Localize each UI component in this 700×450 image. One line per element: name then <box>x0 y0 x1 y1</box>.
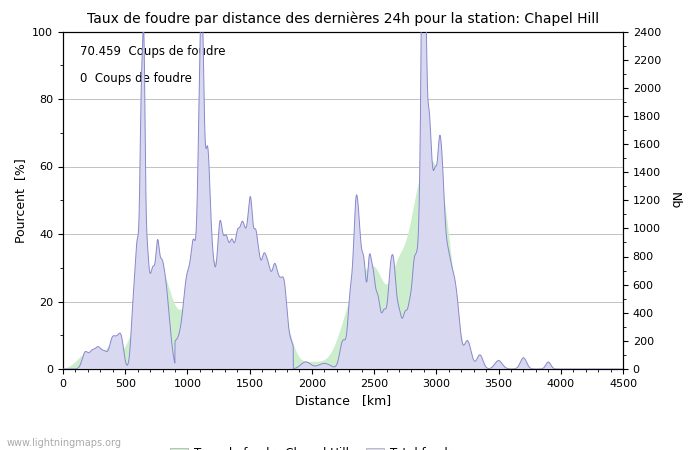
Legend: Taux de foudre Chapel Hill, Total foudre: Taux de foudre Chapel Hill, Total foudre <box>165 442 465 450</box>
Y-axis label: Nb: Nb <box>667 192 680 209</box>
Title: Taux de foudre par distance des dernières 24h pour la station: Chapel Hill: Taux de foudre par distance des dernière… <box>87 12 599 26</box>
Y-axis label: Pourcent  [%]: Pourcent [%] <box>14 158 27 243</box>
Text: 70.459  Coups de foudre: 70.459 Coups de foudre <box>80 45 225 58</box>
X-axis label: Distance   [km]: Distance [km] <box>295 394 391 407</box>
Text: www.lightningmaps.org: www.lightningmaps.org <box>7 438 122 448</box>
Text: 0  Coups de foudre: 0 Coups de foudre <box>80 72 192 85</box>
